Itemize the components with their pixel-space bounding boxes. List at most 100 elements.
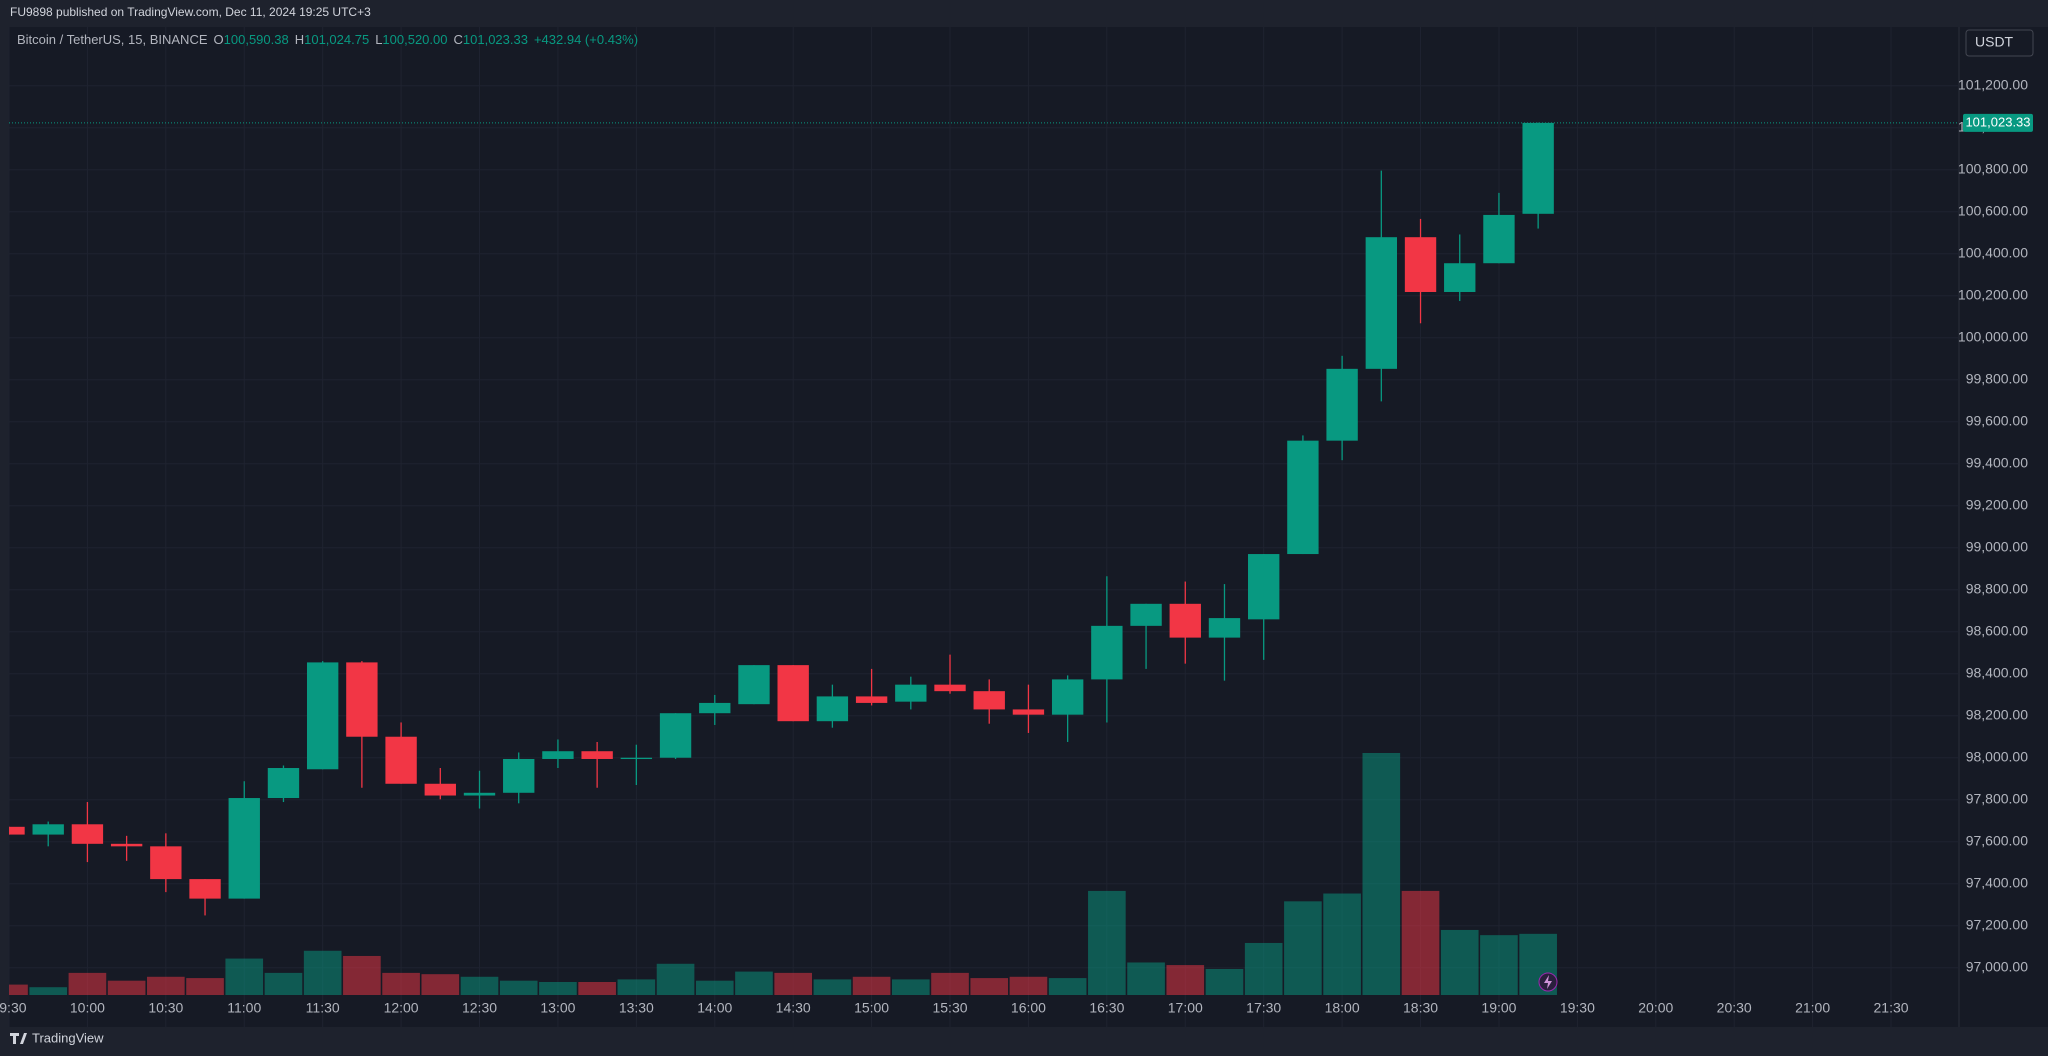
volume-bar <box>264 972 303 995</box>
candle-body <box>581 751 613 759</box>
candle-body <box>71 824 104 844</box>
volume-bar <box>1480 935 1518 995</box>
y-tick-label: 100,400.00 <box>1958 244 2028 260</box>
volume-bar <box>1009 976 1048 995</box>
volume-bar <box>107 980 146 995</box>
y-tick-label: 99,000.00 <box>1966 538 2028 554</box>
volume-bar <box>9 984 28 995</box>
last-price-label: 101,023.33 <box>1965 114 2030 129</box>
volume-bar <box>970 978 1009 995</box>
candle-body <box>1483 214 1515 264</box>
y-tick-label: 100,200.00 <box>1958 286 2028 302</box>
candle-body <box>110 843 143 847</box>
volume-bar <box>931 972 969 995</box>
legend-item: C101,023.33 <box>454 32 528 47</box>
y-tick-label: 97,200.00 <box>1966 916 2028 932</box>
candle-body <box>228 798 260 899</box>
candle-body <box>542 751 574 759</box>
x-tick-label: 14:00 <box>697 1000 732 1016</box>
x-tick-label: 16:30 <box>1089 1000 1124 1016</box>
candle-body <box>32 824 64 835</box>
x-tick-label: 18:30 <box>1403 1000 1438 1016</box>
last-price-box <box>1963 113 2033 132</box>
legend-key: H <box>294 32 305 47</box>
legend-item: H101,024.75 <box>295 32 369 47</box>
plot <box>9 122 1959 995</box>
candle-body <box>1169 603 1201 638</box>
legend-value: 100,520.00 <box>382 32 448 47</box>
candle-body <box>503 758 535 793</box>
candle-body <box>424 783 456 796</box>
x-tick-label: 10:00 <box>70 1000 105 1016</box>
y-tick-label: 98,600.00 <box>1966 622 2028 638</box>
currency-label: USDT <box>1975 34 2014 50</box>
volume-bar <box>1440 929 1479 995</box>
legend-items: O100,590.38 H101,024.75 L100,520.00 C101,02… <box>214 32 528 47</box>
candle-body <box>1091 625 1123 680</box>
candle-body <box>346 662 378 737</box>
x-tick-label: 17:00 <box>1168 1000 1203 1016</box>
candle-body <box>463 792 496 796</box>
volume-bar <box>303 950 342 995</box>
y-tick-label: 98,200.00 <box>1966 706 2028 722</box>
y-tick-label: 98,400.00 <box>1966 664 2028 680</box>
candle-body <box>1404 237 1437 292</box>
volume-bar <box>735 971 773 995</box>
candle-body <box>659 713 692 758</box>
y-tick-label: 98,000.00 <box>1966 748 2028 764</box>
y-tick-label: 101,200.00 <box>1958 76 2028 92</box>
bolt-icon <box>1538 972 1558 992</box>
x-tick-label: 15:00 <box>854 1000 889 1016</box>
candle-body <box>1012 709 1045 715</box>
legend-change: +432.94 (+0.43%) <box>533 32 639 47</box>
volume-bar <box>1244 942 1283 995</box>
x-tick-label: 11:30 <box>306 1000 340 1016</box>
volume-bar <box>499 980 538 995</box>
y-tick-label: 100,800.00 <box>1958 160 2028 176</box>
currency-box <box>1965 29 2034 57</box>
candle-body <box>777 665 809 722</box>
volume-bar <box>1127 962 1165 995</box>
legend-value: 101,023.33 <box>462 32 528 47</box>
candle-body <box>306 662 339 770</box>
axes: 97,000.00 97,200.00 97,400.00 97,600.00 97,8… <box>0 76 2033 1016</box>
legend-symbol: Bitcoin / TetherUS, 15, BINANCE <box>17 32 208 47</box>
candle-body <box>189 879 221 899</box>
volume-bar <box>539 981 577 995</box>
footer-logo <box>10 1033 27 1044</box>
y-tick-label: 100,600.00 <box>1958 202 2028 218</box>
volume-bar <box>1323 893 1361 995</box>
volume-bar <box>852 976 891 995</box>
candle-body <box>973 691 1005 710</box>
volume-bar <box>1284 901 1322 995</box>
volume-bar <box>421 974 460 995</box>
x-tick-label: 17:30 <box>1246 1000 1281 1016</box>
x-tick-label: 12:30 <box>462 1000 497 1016</box>
volume-bar <box>460 976 499 995</box>
volume-bar <box>1205 968 1244 995</box>
candle-body <box>699 702 731 714</box>
x-tick-label: 18:00 <box>1325 1000 1360 1016</box>
volume-bar <box>1048 978 1087 995</box>
candle-body <box>267 768 300 799</box>
candle-body <box>1208 618 1241 638</box>
volume-bar <box>29 987 68 995</box>
x-tick-label: 10:30 <box>148 1000 183 1016</box>
legend-item: O100,590.38 <box>214 32 289 47</box>
footer-text: TradingView <box>32 1030 104 1045</box>
y-tick-label: 99,800.00 <box>1966 370 2028 386</box>
candle-body <box>1444 263 1476 292</box>
volume-bar <box>695 980 734 995</box>
y-tick-label: 97,600.00 <box>1966 832 2028 848</box>
legend-key: C <box>453 32 463 47</box>
x-tick-label: 21:00 <box>1795 1000 1830 1016</box>
volume-bar <box>656 963 695 995</box>
legend-value: 101,024.75 <box>304 32 370 47</box>
candle-body <box>9 826 25 835</box>
volume-bar <box>1088 890 1126 995</box>
candle-body <box>1287 440 1319 555</box>
y-tick-label: 99,600.00 <box>1966 412 2028 428</box>
volume-bar <box>891 979 930 995</box>
x-tick-label: 15:30 <box>932 1000 967 1016</box>
candle-body <box>385 736 417 784</box>
